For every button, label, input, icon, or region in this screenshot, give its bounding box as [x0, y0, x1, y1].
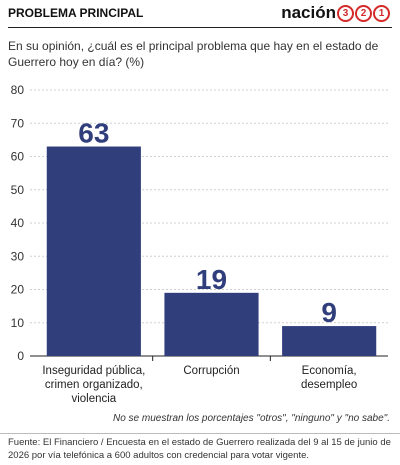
x-tick-label: Inseguridad pública, crimen organizado, … — [42, 365, 146, 405]
logo-digit: 1 — [373, 4, 390, 22]
bar — [164, 292, 259, 356]
note: No se muestran los porcentajes "otros", … — [112, 413, 390, 424]
logo-text: nación — [281, 3, 336, 22]
source: Fuente: El Financiero / Encuesta en el e… — [8, 437, 391, 461]
logo-digit: 2 — [355, 4, 372, 22]
value-label: 63 — [78, 118, 109, 149]
y-tick-label: 0 — [17, 349, 24, 363]
y-tick-label: 70 — [11, 116, 25, 130]
bar — [46, 146, 141, 356]
y-tick-label: 50 — [11, 183, 25, 197]
chart-subtitle: En su opinión, ¿cuál es el principal pro… — [8, 39, 379, 69]
logo: nación 3 2 1 — [281, 3, 390, 23]
source-rule — [0, 433, 400, 434]
logo-digit: 3 — [337, 4, 354, 22]
y-tick-label: 60 — [11, 150, 25, 164]
y-tick-label: 40 — [11, 216, 25, 230]
value-label: 9 — [321, 297, 337, 328]
y-tick-label: 30 — [11, 249, 25, 263]
x-tick-label: Economía, desempleo — [301, 365, 358, 391]
header-title: PROBLEMA PRINCIPAL — [8, 6, 144, 20]
y-tick-label: 10 — [11, 316, 25, 330]
bar — [282, 326, 377, 356]
y-tick-label: 80 — [11, 83, 25, 97]
header-rule — [8, 27, 392, 28]
value-label: 19 — [196, 264, 227, 295]
x-tick-label: Corrupción — [183, 365, 240, 377]
y-tick-label: 20 — [11, 283, 25, 297]
